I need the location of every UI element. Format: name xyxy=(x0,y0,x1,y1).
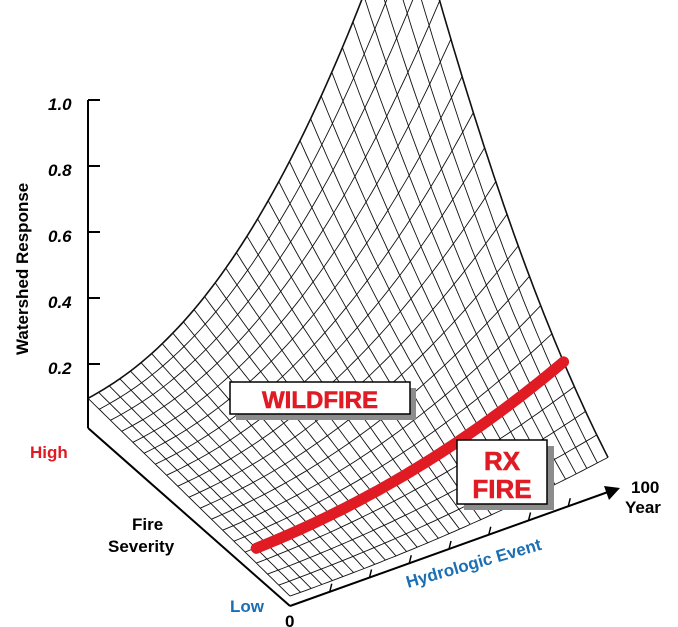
mesh-line xyxy=(132,38,452,443)
mesh-line xyxy=(87,0,363,399)
z-tick-1-0: 1.0 xyxy=(48,95,72,114)
mesh-line xyxy=(121,0,441,432)
mesh-line xyxy=(438,0,609,458)
event-tick xyxy=(448,540,452,550)
event-end-label-line2: Year xyxy=(625,498,661,517)
mesh-line xyxy=(204,296,407,552)
mesh-line xyxy=(87,0,363,400)
rx-label-line2: FIRE xyxy=(472,474,531,504)
wildfire-annotation: WILDFIRE xyxy=(229,381,416,420)
mesh-line xyxy=(98,0,388,410)
severity-title-line1: Fire xyxy=(132,515,163,534)
rx-fire-annotation: RX FIRE xyxy=(456,439,554,510)
severity-axis-line xyxy=(87,427,291,607)
mesh-line xyxy=(233,333,553,542)
event-tick xyxy=(527,512,532,521)
rx-label-line1: RX xyxy=(484,446,521,476)
rx-fire-band xyxy=(250,356,570,554)
mesh-line xyxy=(289,456,609,597)
z-tick-0-8: 0.8 xyxy=(48,161,72,180)
surface-mesh xyxy=(87,0,609,597)
wildfire-label: WILDFIRE xyxy=(262,387,378,414)
mesh-line xyxy=(161,343,365,569)
mesh-line xyxy=(155,112,474,465)
mesh-line xyxy=(331,72,535,496)
event-axis-ticks xyxy=(329,498,571,592)
mesh-line xyxy=(211,276,530,520)
event-tick xyxy=(488,526,492,535)
severity-high-label: High xyxy=(30,443,68,462)
mesh-line xyxy=(193,309,397,557)
severity-low-label: Low xyxy=(230,597,265,616)
mesh-line xyxy=(256,386,575,564)
z-tick-0-6: 0.6 xyxy=(48,227,72,246)
event-end-label-line1: 100 xyxy=(631,478,659,497)
event-tick xyxy=(368,569,373,578)
event-axis-arrowhead xyxy=(604,486,620,500)
mesh-line xyxy=(110,0,414,421)
z-axis-label: Watershed Response xyxy=(13,183,32,355)
z-tick-0-4: 0.4 xyxy=(48,293,72,312)
z-axis-ticks xyxy=(88,99,100,365)
severity-title-line2: Severity xyxy=(108,537,175,556)
event-tick xyxy=(567,498,571,507)
mesh-line xyxy=(421,0,598,464)
mesh-line xyxy=(166,147,485,476)
mesh-line xyxy=(143,76,463,454)
event-tick xyxy=(408,555,412,564)
mesh-line xyxy=(177,181,497,487)
event-tick xyxy=(329,583,333,592)
z-tick-0-2: 0.2 xyxy=(48,359,72,378)
mesh-line xyxy=(439,0,609,458)
origin-label: 0 xyxy=(285,612,294,627)
mesh-line xyxy=(222,305,542,531)
event-axis-label: Hydrologic Event xyxy=(404,535,544,592)
